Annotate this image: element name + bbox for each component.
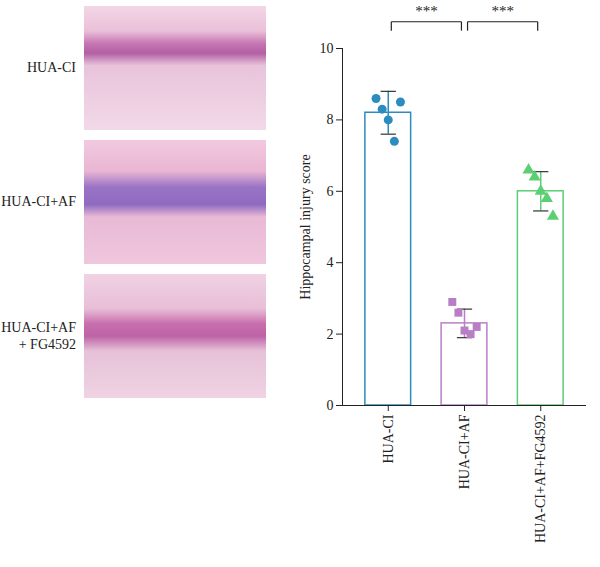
html-text:HUA-CI: HUA-CI bbox=[27, 60, 76, 76]
svg-text:0: 0 bbox=[327, 398, 334, 413]
svg-text:HUA-CI: HUA-CI bbox=[381, 414, 396, 463]
svg-text:HUA-CI+AF: HUA-CI+AF bbox=[457, 414, 472, 489]
svg-text:Hippocampal injury score: Hippocampal injury score bbox=[298, 154, 313, 299]
html-text:HUA-CI+AF + FG4592: HUA-CI+AF + FG4592 bbox=[1, 319, 76, 352]
svg-text:8: 8 bbox=[327, 112, 334, 127]
svg-text:***: *** bbox=[415, 3, 438, 19]
html-text:HUA-CI+AF: HUA-CI+AF bbox=[1, 194, 76, 210]
svg-text:4: 4 bbox=[327, 255, 334, 270]
svg-text:2: 2 bbox=[327, 327, 334, 342]
svg-text:HUA-CI+AF+FG4592: HUA-CI+AF+FG4592 bbox=[533, 415, 548, 544]
svg-text:6: 6 bbox=[327, 184, 334, 199]
svg-text:***: *** bbox=[491, 3, 514, 19]
svg-text:10: 10 bbox=[320, 41, 334, 56]
